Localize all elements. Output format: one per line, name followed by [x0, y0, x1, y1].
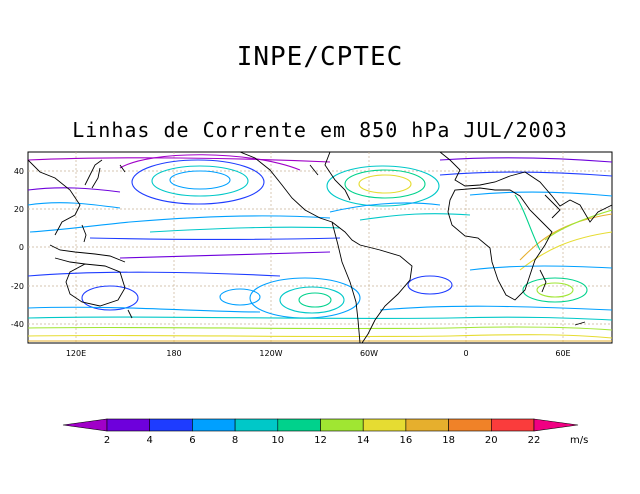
colorbar-box [234, 418, 279, 432]
colorbar-box [405, 418, 449, 432]
lon-label: 0 [463, 349, 468, 358]
colorbar-label: 16 [400, 435, 413, 446]
colorbar-box [149, 418, 193, 432]
colorbar-box [490, 418, 535, 432]
colorbar-label: 20 [485, 435, 498, 446]
map-frame [27, 151, 613, 344]
map-grid [28, 152, 612, 343]
colorbar-box [106, 418, 151, 432]
colorbar-label: 14 [357, 435, 370, 446]
streamlines [28, 154, 612, 342]
colorbar-box [448, 418, 492, 432]
colorbar-arrow-high [533, 418, 579, 432]
colorbar-label: 18 [442, 435, 455, 446]
lon-label: 120E [66, 349, 86, 358]
lon-label: 60W [360, 349, 378, 358]
colorbar-label: 10 [271, 435, 284, 446]
colorbar-label: 2 [104, 435, 110, 446]
lat-label: -20 [11, 282, 24, 291]
colorbar-box [192, 418, 236, 432]
lon-label: 60E [555, 349, 570, 358]
lon-label: 120W [259, 349, 282, 358]
longitude-labels: 120E 180 120W 60W 0 60E [66, 349, 571, 358]
colorbar-label: 6 [189, 435, 195, 446]
lat-label: -40 [11, 320, 24, 329]
colorbar-box [362, 418, 407, 432]
lat-label: 20 [14, 205, 24, 214]
colorbar-label: 22 [528, 435, 541, 446]
colorbar-unit: m/s [570, 435, 588, 446]
colorbar-label: 8 [232, 435, 238, 446]
map-subtitle: Linhas de Corrente em 850 hPa JUL/2003 [72, 118, 568, 142]
colorbar-label: 12 [314, 435, 327, 446]
colorbar-arrow-low [62, 418, 108, 432]
lat-label: 0 [19, 243, 24, 252]
colorbar-box [320, 418, 364, 432]
latitude-labels: 40 20 0 -20 -40 [11, 167, 24, 329]
colorbar-box [277, 418, 321, 432]
colorbar-label: 4 [147, 435, 153, 446]
colorbar: 2 4 6 8 10 12 14 16 18 20 22 [62, 418, 579, 446]
lat-label: 40 [14, 167, 24, 176]
coastlines [28, 152, 612, 343]
lon-label: 180 [166, 349, 181, 358]
main-title: INPE/CPTEC [236, 42, 404, 72]
